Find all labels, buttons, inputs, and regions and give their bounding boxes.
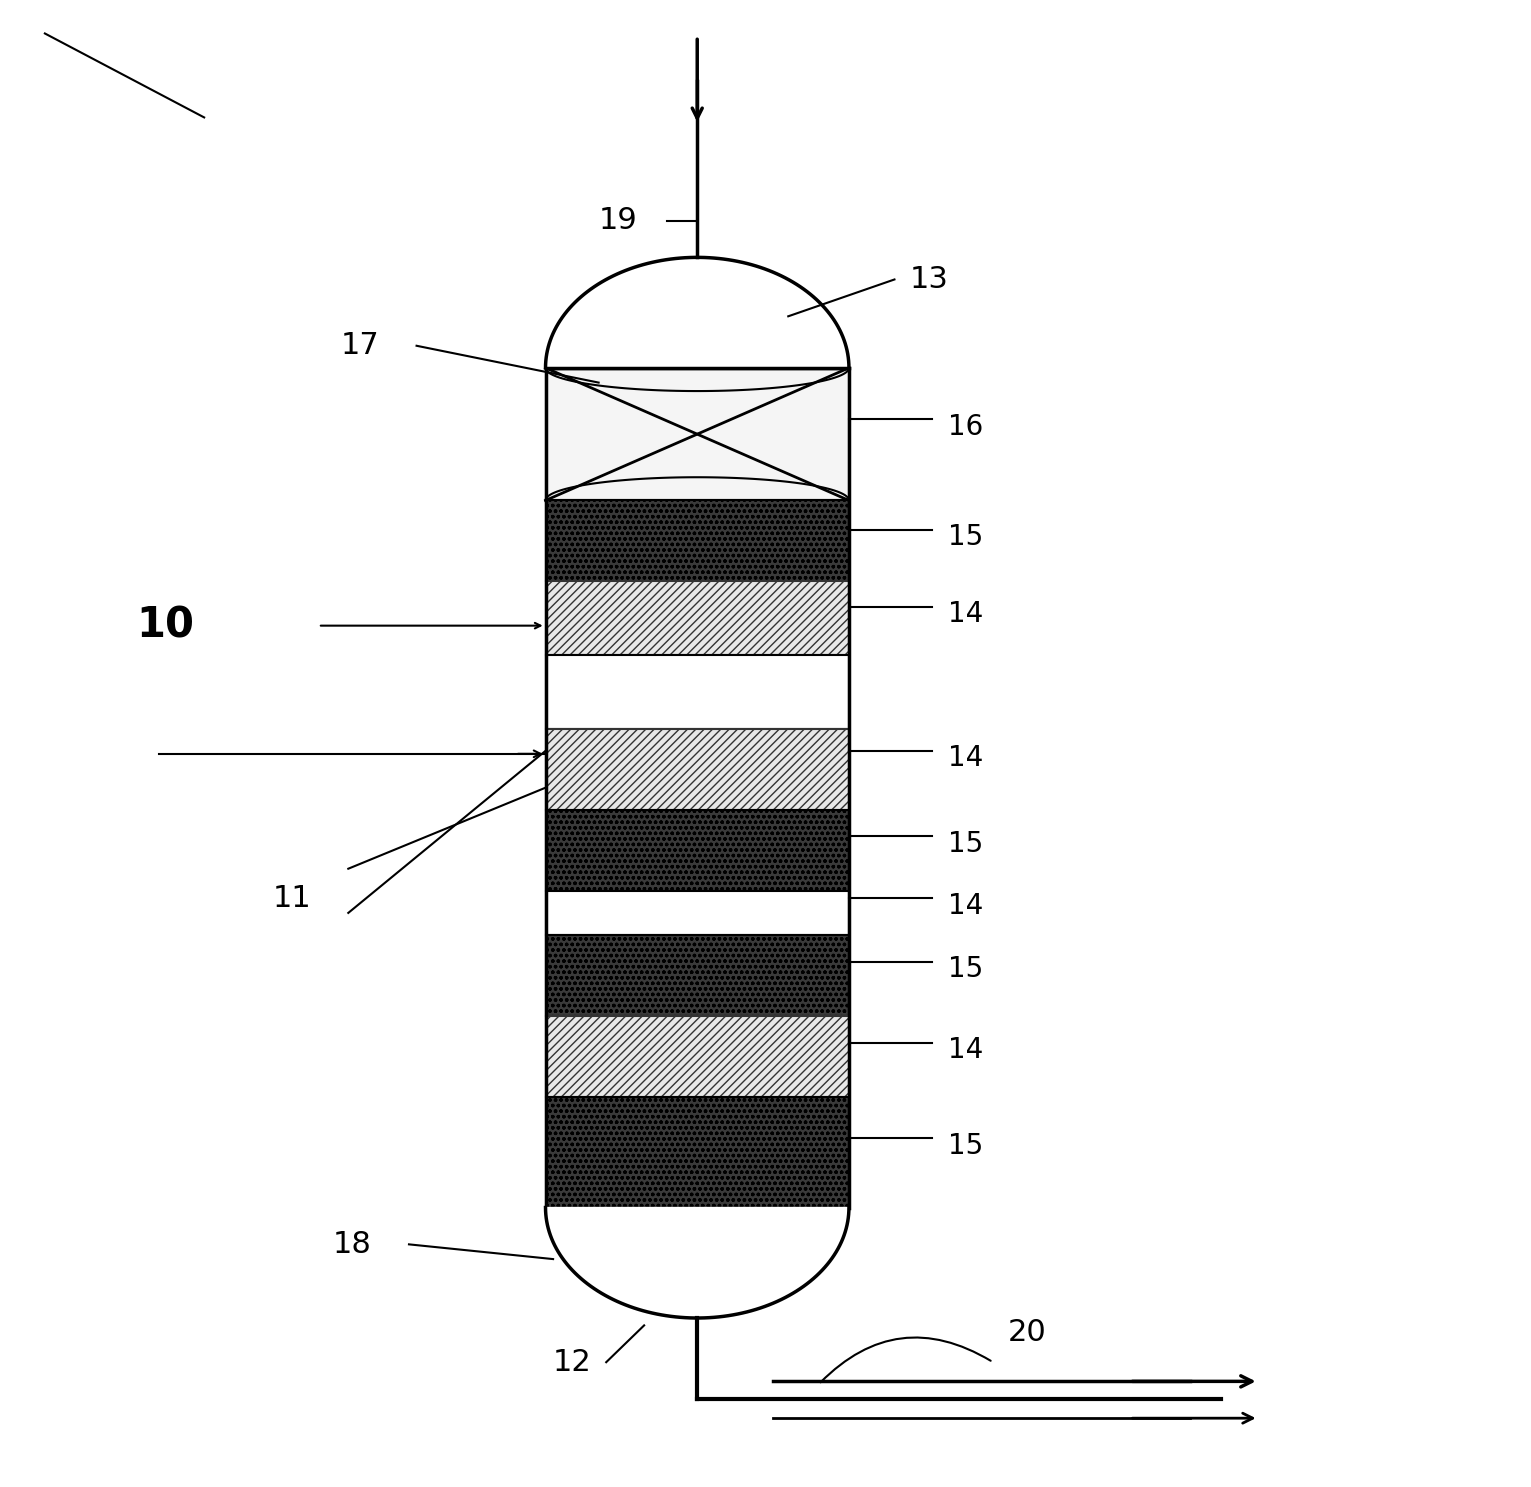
Text: 10: 10 [136, 605, 194, 647]
Bar [545, 581, 850, 656]
Text: 12: 12 [553, 1347, 592, 1377]
Bar [545, 810, 850, 891]
Bar [545, 367, 850, 1207]
Bar [545, 729, 850, 810]
Text: 16: 16 [948, 413, 983, 440]
Text: 19: 19 [599, 207, 637, 235]
Text: 20: 20 [1009, 1319, 1047, 1347]
Bar [545, 1016, 850, 1097]
Bar [545, 367, 850, 501]
Polygon shape [545, 257, 850, 367]
Text: 15: 15 [948, 955, 983, 983]
Bar [545, 367, 850, 1207]
Text: 14: 14 [948, 1036, 983, 1063]
Text: 15: 15 [948, 830, 983, 858]
Bar [545, 891, 850, 935]
Text: 14: 14 [948, 892, 983, 919]
Text: 11: 11 [273, 883, 311, 913]
Text: 18: 18 [334, 1230, 372, 1259]
Bar [545, 935, 850, 1016]
Bar [545, 1097, 850, 1207]
Polygon shape [545, 1207, 850, 1317]
Text: 15: 15 [948, 523, 983, 552]
Text: 13: 13 [909, 265, 949, 294]
Bar [545, 501, 850, 581]
Text: 14: 14 [948, 744, 983, 772]
Text: 14: 14 [948, 599, 983, 628]
Text: 15: 15 [948, 1132, 983, 1160]
Bar [545, 656, 850, 729]
Text: 17: 17 [341, 332, 380, 360]
